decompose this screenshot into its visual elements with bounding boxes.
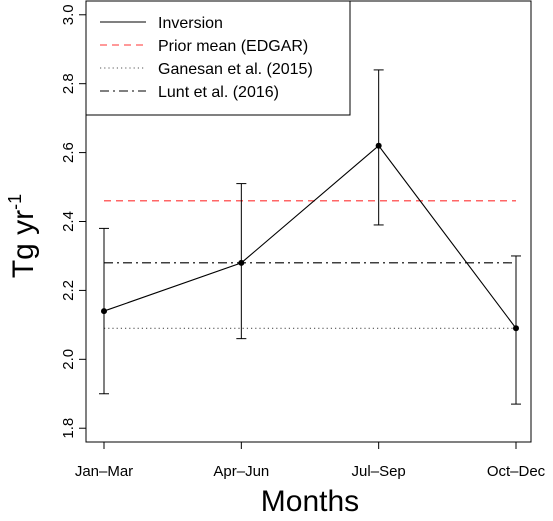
y-tick-label: 3.0 bbox=[60, 4, 77, 25]
legend: Inversion Prior mean (EDGAR) Ganesan et al… bbox=[86, 1, 350, 115]
y-tick-label: 2.6 bbox=[60, 142, 77, 163]
y-tick-label: 1.8 bbox=[60, 418, 77, 439]
data-point bbox=[376, 143, 382, 149]
legend-label: Ganesan et al. (2015) bbox=[158, 61, 313, 78]
y-axis-title: Tg yr-1 bbox=[5, 194, 40, 278]
legend-label: Inversion bbox=[158, 15, 223, 32]
data-point bbox=[238, 260, 244, 266]
x-tick-label: Jul–Sep bbox=[352, 463, 406, 480]
x-axis-title: Months bbox=[261, 485, 359, 518]
y-axis-title-text: Tg yr bbox=[7, 210, 40, 278]
data-point bbox=[101, 308, 107, 314]
y-tick-label: 2.2 bbox=[60, 280, 77, 301]
y-tick-label: 2.4 bbox=[60, 211, 77, 232]
series-line-inversion bbox=[104, 146, 516, 329]
x-tick-label: Oct–Dec bbox=[487, 463, 546, 480]
data-point bbox=[513, 325, 519, 331]
legend-label: Prior mean (EDGAR) bbox=[158, 38, 308, 55]
y-axis-title-superscript: -1 bbox=[5, 194, 25, 210]
x-tick-label: Apr–Jun bbox=[213, 463, 269, 480]
x-tick-label: Jan–Mar bbox=[75, 463, 133, 480]
y-tick-label: 2.0 bbox=[60, 349, 77, 370]
legend-label: Lunt et al. (2016) bbox=[158, 84, 279, 101]
y-tick-label: 2.8 bbox=[60, 73, 77, 94]
